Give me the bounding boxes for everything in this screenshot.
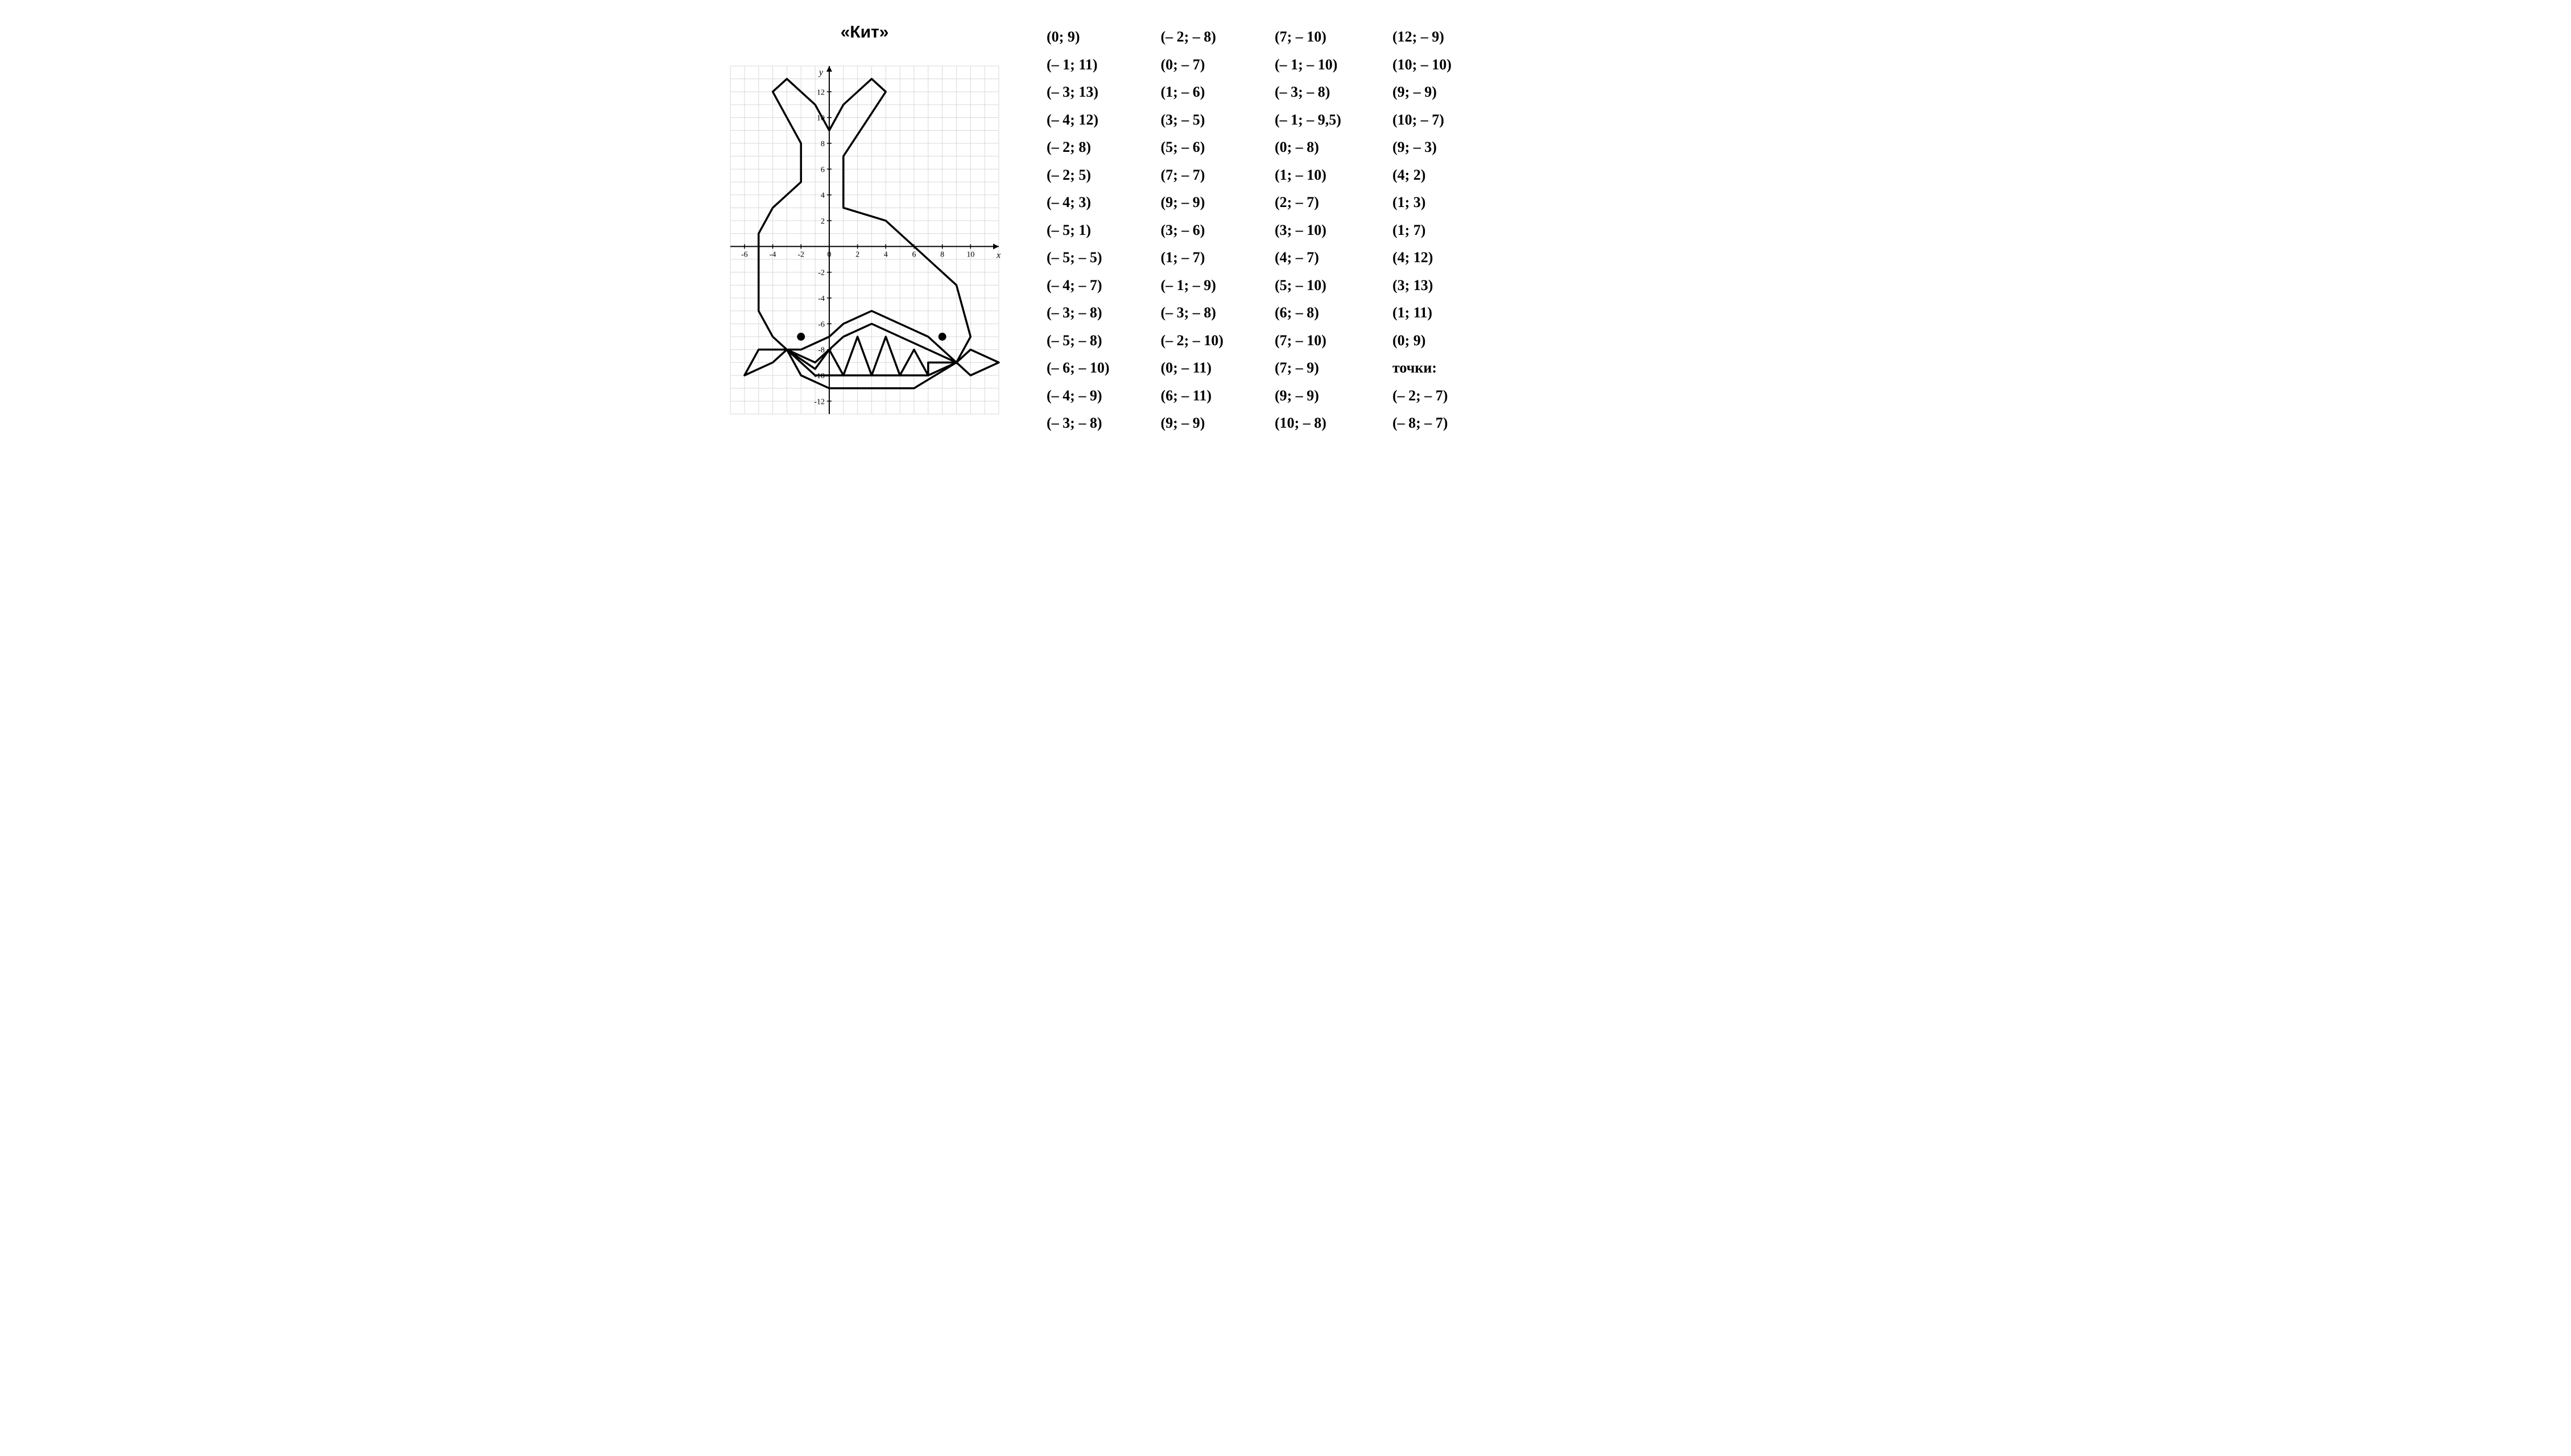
svg-text:-4: -4	[818, 295, 825, 303]
coord-cell: (– 4; – 9)	[1047, 387, 1109, 404]
coord-cell: (9; – 3)	[1392, 139, 1452, 156]
svg-text:12: 12	[817, 88, 825, 97]
coord-cell: (– 4; 3)	[1047, 194, 1109, 211]
coord-cell: (0; 9)	[1047, 28, 1109, 46]
coord-cell: (7; – 10)	[1275, 28, 1341, 46]
coord-cell: (9; – 9)	[1392, 84, 1452, 101]
coord-cell: (10; – 7)	[1392, 111, 1452, 129]
coord-cell: (1; 7)	[1392, 222, 1452, 239]
coord-cell: (2; – 7)	[1275, 194, 1341, 211]
svg-text:2: 2	[821, 217, 825, 226]
coord-cell: (3; 13)	[1392, 277, 1452, 294]
coord-cell: (– 3; – 8)	[1047, 415, 1109, 432]
coord-cell: (9; – 9)	[1160, 194, 1223, 211]
coord-cell: (12; – 9)	[1392, 28, 1452, 46]
coord-cell: (1; – 6)	[1160, 84, 1223, 101]
svg-text:-2: -2	[797, 250, 804, 259]
coord-cell: (4; 12)	[1392, 249, 1452, 266]
svg-text:4: 4	[884, 250, 888, 259]
coord-cell: (1; 11)	[1392, 304, 1452, 321]
coordinates-table: (0; 9) (– 1; 11) (– 3; 13) (– 4; 12) (– 2; 8…	[1047, 23, 1854, 432]
coord-cell: (4; 2)	[1392, 167, 1452, 184]
coord-cell: (– 4; 12)	[1047, 111, 1109, 129]
coord-column: (0; 9) (– 1; 11) (– 3; 13) (– 4; 12) (– 2; 8…	[1047, 28, 1109, 432]
svg-text:-6: -6	[741, 250, 748, 259]
page-layout: «Кит» -6-4-20246810-12-10-8-6-4-22468101…	[717, 23, 1854, 432]
coord-cell: (10; – 8)	[1275, 415, 1341, 432]
coord-cell: точки:	[1392, 359, 1452, 377]
coord-cell: (– 2; – 8)	[1160, 28, 1223, 46]
coord-cell: (– 2; – 7)	[1392, 387, 1452, 404]
coord-cell: (– 8; – 7)	[1392, 415, 1452, 432]
svg-text:x: x	[996, 250, 1001, 260]
coord-cell: (0; – 7)	[1160, 56, 1223, 73]
svg-text:10: 10	[966, 250, 974, 259]
coord-column: (7; – 10) (– 1; – 10) (– 3; – 8) (– 1; – 9,…	[1275, 28, 1341, 432]
svg-text:y: y	[818, 68, 824, 77]
coord-cell: (9; – 9)	[1160, 415, 1223, 432]
coord-cell: (– 3; – 8)	[1160, 304, 1223, 321]
coord-cell: (5; – 6)	[1160, 139, 1223, 156]
svg-text:6: 6	[821, 166, 825, 174]
coord-cell: (– 3; 13)	[1047, 84, 1109, 101]
coord-cell: (– 5; – 8)	[1047, 332, 1109, 349]
svg-text:8: 8	[821, 140, 825, 148]
svg-text:2: 2	[855, 250, 859, 259]
coord-cell: (0; – 8)	[1275, 139, 1341, 156]
coord-cell: (4; – 7)	[1275, 249, 1341, 266]
coord-cell: (– 2; 8)	[1047, 139, 1109, 156]
svg-text:8: 8	[940, 250, 944, 259]
coord-cell: (1; – 10)	[1275, 167, 1341, 184]
coord-cell: (0; 9)	[1392, 332, 1452, 349]
coord-cell: (9; – 9)	[1275, 387, 1341, 404]
coord-column: (– 2; – 8) (0; – 7) (1; – 6) (3; – 5) (5; – …	[1160, 28, 1223, 432]
coord-cell: (7; – 10)	[1275, 332, 1341, 349]
coord-cell: (– 5; 1)	[1047, 222, 1109, 239]
coord-cell: (– 1; 11)	[1047, 56, 1109, 73]
svg-text:4: 4	[821, 192, 825, 200]
coord-cell: (– 3; – 8)	[1275, 84, 1341, 101]
svg-text:-4: -4	[770, 250, 776, 259]
coord-column: (12; – 9) (10; – 10) (9; – 9) (10; – 7) (9; …	[1392, 28, 1452, 432]
coord-cell: (3; – 5)	[1160, 111, 1223, 129]
coord-cell: (1; – 7)	[1160, 249, 1223, 266]
coord-cell: (– 1; – 10)	[1275, 56, 1341, 73]
coord-cell: (5; – 10)	[1275, 277, 1341, 294]
coord-cell: (– 6; – 10)	[1047, 359, 1109, 377]
coord-cell: (– 2; – 10)	[1160, 332, 1223, 349]
svg-text:-12: -12	[814, 398, 825, 406]
svg-text:0: 0	[827, 250, 831, 259]
coord-cell: (7; – 7)	[1160, 167, 1223, 184]
left-panel: «Кит» -6-4-20246810-12-10-8-6-4-22468101…	[717, 23, 1012, 428]
svg-text:6: 6	[912, 250, 916, 259]
coord-cell: (7; – 9)	[1275, 359, 1341, 377]
coord-cell: (1; 3)	[1392, 194, 1452, 211]
coord-cell: (3; – 10)	[1275, 222, 1341, 239]
coord-cell: (– 5; – 5)	[1047, 249, 1109, 266]
svg-text:-2: -2	[818, 269, 825, 278]
coord-cell: (– 4; – 7)	[1047, 277, 1109, 294]
svg-text:-6: -6	[818, 320, 825, 329]
coord-cell: (10; – 10)	[1392, 56, 1452, 73]
coord-cell: (– 1; – 9)	[1160, 277, 1223, 294]
coord-cell: (6; – 8)	[1275, 304, 1341, 321]
coord-cell: (0; – 11)	[1160, 359, 1223, 377]
figure-title: «Кит»	[717, 23, 1012, 42]
coord-cell: (– 3; – 8)	[1047, 304, 1109, 321]
coord-cell: (6; – 11)	[1160, 387, 1223, 404]
coord-cell: (– 1; – 9,5)	[1275, 111, 1341, 129]
coord-cell: (3; – 6)	[1160, 222, 1223, 239]
coordinate-graph: -6-4-20246810-12-10-8-6-4-224681012xy	[717, 52, 1012, 428]
coord-cell: (– 2; 5)	[1047, 167, 1109, 184]
